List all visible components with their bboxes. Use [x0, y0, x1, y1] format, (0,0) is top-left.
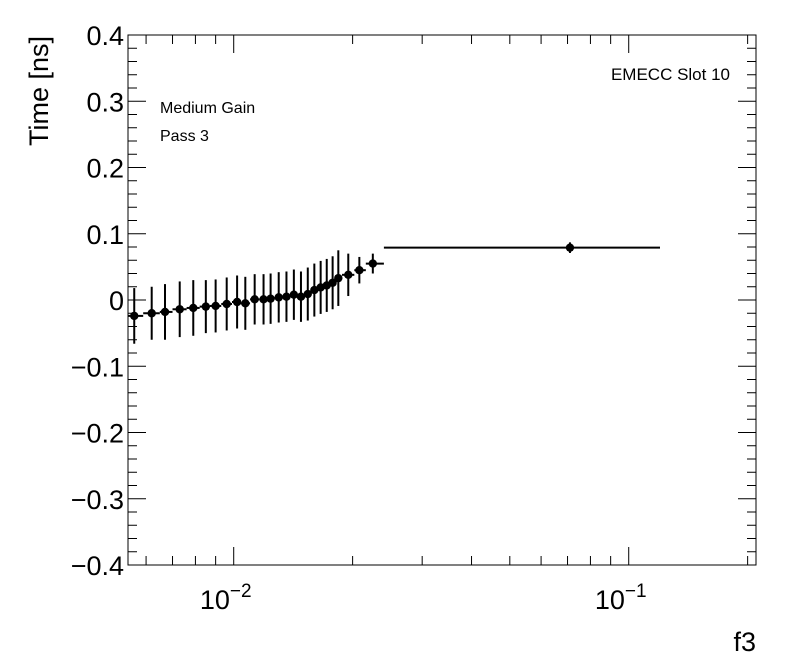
data-point: [250, 295, 259, 304]
y-tick-label: −0.4: [71, 551, 124, 581]
annotation-slot: EMECC Slot 10: [611, 65, 730, 84]
data-point: [344, 270, 353, 280]
x-tick-label: 10−1: [595, 581, 647, 615]
data-point: [289, 290, 299, 299]
data-point: [189, 303, 198, 313]
error-bars: [128, 242, 660, 344]
data-point: [328, 278, 337, 287]
data-point: [201, 302, 211, 311]
plot-frame: [127, 34, 757, 566]
y-tick-labels: 0.4 0.3 0.2 0.1 0 −0.1 −0.2 −0.3 −0.4: [71, 21, 124, 581]
annotation-pass: Pass 3: [160, 128, 209, 145]
data-point: [222, 299, 231, 309]
data-point: [241, 299, 250, 308]
y-tick-label: −0.2: [71, 419, 124, 449]
y-tick-label: 0.3: [86, 87, 124, 117]
data-point: [130, 311, 139, 321]
data-point: [175, 305, 184, 314]
y-tick-label: −0.1: [71, 352, 124, 382]
data-point: [160, 307, 170, 317]
y-tick-label: 0.4: [86, 21, 124, 51]
data-point: [232, 297, 242, 307]
data-point: [565, 243, 575, 252]
data-point: [368, 259, 378, 268]
data-point: [211, 301, 220, 311]
y-tick-label: 0: [109, 286, 124, 316]
data-point: [266, 294, 275, 303]
data-point: [282, 292, 291, 301]
x-tick-label: 10−2: [200, 581, 252, 615]
y-tick-label: 0.2: [86, 154, 124, 184]
data-point: [303, 289, 312, 299]
data-point: [355, 265, 364, 275]
data-point: [147, 309, 156, 318]
annotation-gain: Medium Gain: [160, 100, 255, 117]
x-axis-title: f3: [733, 627, 756, 657]
data-point: [259, 295, 268, 304]
x-tick-labels: 10−2 10−1: [200, 581, 647, 615]
data-point: [296, 292, 306, 301]
data-points: [130, 243, 575, 321]
data-point: [310, 285, 319, 295]
data-point: [334, 273, 343, 283]
y-axis-title: Time [ns]: [24, 36, 54, 146]
y-tick-label: −0.3: [71, 485, 124, 515]
data-point: [274, 293, 283, 302]
y-tick-label: 0.1: [86, 220, 124, 250]
